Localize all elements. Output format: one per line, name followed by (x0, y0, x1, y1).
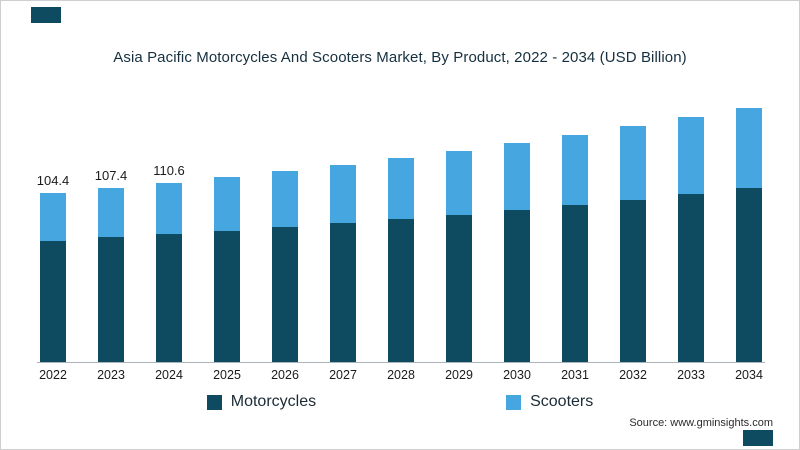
bar-segment-motorcycles-2024 (156, 234, 182, 362)
bar-value-label: 104.4 (36, 172, 70, 188)
legend-swatch-scooters (506, 394, 522, 410)
bar-segment-scooters-2034 (736, 107, 762, 188)
legend-item-motorcycles: Motorcycles (206, 393, 317, 411)
bar-2023: 107.4 (95, 168, 127, 362)
bar-segment-motorcycles-2032 (620, 199, 646, 362)
legend-item-scooters: Scooters (506, 393, 593, 411)
bar-2024: 110.6 (153, 163, 185, 362)
bar-2034 (733, 88, 765, 362)
bar-2030 (501, 123, 533, 362)
x-axis-label-2022: 2022 (39, 368, 67, 382)
bar-segment-scooters-2022 (40, 192, 66, 241)
chart-title: Asia Pacific Motorcycles And Scooters Ma… (113, 49, 687, 66)
bar-segment-scooters-2031 (562, 134, 588, 205)
bar-segment-motorcycles-2028 (388, 219, 414, 362)
legend-swatch-motorcycles (206, 394, 222, 410)
bar-segment-scooters-2026 (272, 171, 298, 228)
bar-2032 (617, 106, 649, 362)
x-axis-label-2024: 2024 (155, 368, 183, 382)
bar-segment-motorcycles-2031 (562, 204, 588, 362)
bar-segment-scooters-2032 (620, 126, 646, 200)
bar-2029 (443, 131, 475, 362)
x-axis-label-2025: 2025 (213, 368, 241, 382)
bar-segment-motorcycles-2025 (214, 230, 240, 362)
source-text: Source: www.gminsights.com (629, 417, 773, 429)
bar-segment-motorcycles-2027 (330, 223, 356, 362)
bar-2028 (385, 138, 417, 362)
bar-2031 (559, 115, 591, 362)
x-axis-label-2031: 2031 (561, 368, 589, 382)
corner-accent-bottom-right (743, 430, 773, 446)
bar-segment-motorcycles-2029 (446, 214, 472, 362)
bar-2022: 104.4 (37, 173, 69, 362)
bar-value-label: 107.4 (94, 168, 128, 184)
bar-segment-motorcycles-2030 (504, 209, 530, 362)
x-axis-label-2034: 2034 (735, 368, 763, 382)
bar-segment-scooters-2030 (504, 143, 530, 210)
bar-2027 (327, 145, 359, 362)
x-axis-label-2026: 2026 (271, 368, 299, 382)
x-axis-label-2030: 2030 (503, 368, 531, 382)
bar-segment-scooters-2029 (446, 150, 472, 215)
bar-value-label: 110.6 (153, 162, 185, 178)
legend-label-scooters: Scooters (530, 393, 594, 410)
bar-segment-scooters-2023 (98, 188, 124, 238)
bar-segment-motorcycles-2023 (98, 237, 124, 362)
bar-2025 (211, 157, 243, 362)
x-axis-label-2027: 2027 (329, 368, 357, 382)
bar-chart-plot: 104.4 107.4 110.6 (37, 81, 765, 363)
bar-segment-scooters-2028 (388, 157, 414, 219)
bar-2026 (269, 151, 301, 362)
bar-segment-scooters-2027 (330, 164, 356, 224)
x-axis-label-2023: 2023 (97, 368, 125, 382)
x-axis-labels: 2022 2023 2024 2025 2026 2027 2028 2029 2030 2031… (37, 368, 765, 382)
bar-segment-motorcycles-2034 (736, 187, 762, 362)
x-axis-label-2033: 2033 (677, 368, 705, 382)
bar-segment-scooters-2033 (678, 117, 704, 194)
chart-legend: Motorcycles Scooters (1, 393, 799, 411)
bar-segment-motorcycles-2033 (678, 193, 704, 362)
x-axis-label-2032: 2032 (619, 368, 647, 382)
bar-2033 (675, 97, 707, 362)
corner-accent-top-left (31, 7, 61, 23)
bar-segment-scooters-2025 (214, 177, 240, 231)
legend-label-motorcycles: Motorcycles (230, 393, 317, 410)
bar-segment-scooters-2024 (156, 182, 182, 235)
x-axis-label-2028: 2028 (387, 368, 415, 382)
bar-segment-motorcycles-2026 (272, 227, 298, 362)
bar-segment-motorcycles-2022 (40, 240, 66, 362)
x-axis-label-2029: 2029 (445, 368, 473, 382)
